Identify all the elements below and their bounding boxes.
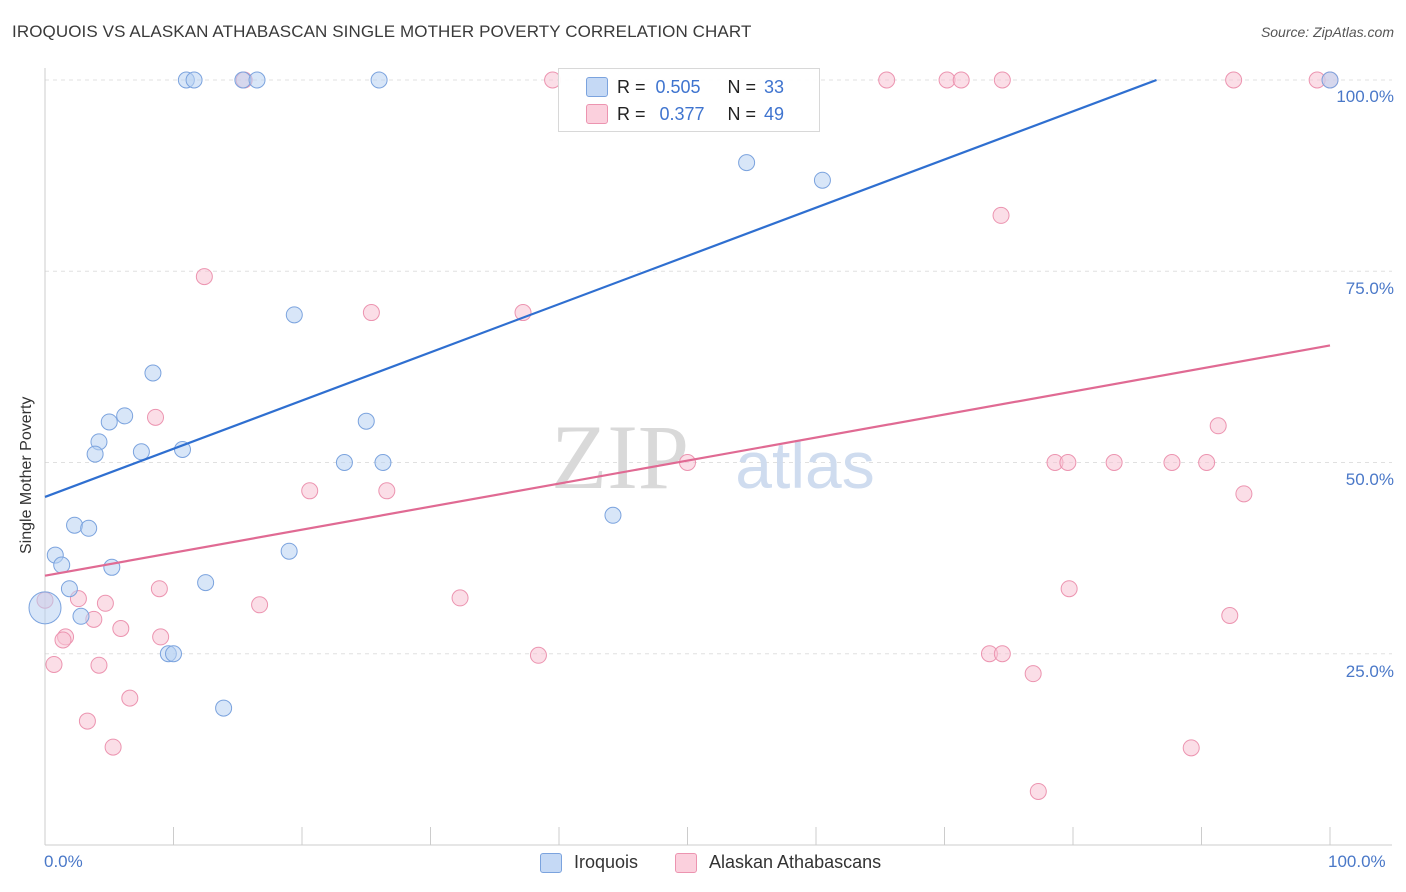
athabascan-point	[104, 738, 122, 756]
athabascan-point	[195, 268, 213, 286]
athabascan-point	[121, 689, 139, 707]
bottom-legend-iroquois: Iroquois	[540, 852, 638, 873]
athabascan-point	[152, 628, 170, 646]
athabascan-point	[1198, 454, 1216, 471]
legend-swatch-athabascan	[586, 104, 608, 124]
iroquois-point	[72, 607, 90, 625]
iroquois-point	[86, 445, 104, 463]
iroquois-point	[197, 574, 215, 592]
athabascan-point	[147, 408, 165, 426]
iroquois-point	[100, 413, 118, 431]
athabascan-point	[451, 589, 469, 607]
iroquois-point	[280, 542, 298, 560]
legend-r-athabascan: 0.377	[659, 103, 705, 124]
iroquois-point	[1321, 71, 1339, 89]
legend-n-label: N =	[727, 76, 757, 97]
bottom-swatch-athabascan	[675, 852, 697, 873]
athabascan-point	[1105, 454, 1123, 471]
athabascan-point	[362, 304, 380, 322]
y-tick-25: 25.0%	[1345, 662, 1394, 681]
iroquois-point	[604, 506, 622, 524]
iroquois-point	[144, 364, 162, 382]
athabascan-point	[1163, 454, 1181, 471]
athabascan-point	[993, 645, 1011, 663]
iroquois-point	[248, 71, 266, 89]
iroquois-point	[80, 519, 98, 537]
athabascan-point	[1024, 665, 1042, 683]
athabascan-point	[1221, 607, 1239, 624]
iroquois-point	[357, 412, 375, 430]
athabascan-trend-line	[44, 344, 1331, 577]
iroquois-point	[813, 171, 831, 189]
athabascan-point	[878, 71, 896, 89]
bottom-legend-athabascan: Alaskan Athabascans	[675, 852, 881, 873]
athabascan-point	[938, 71, 956, 89]
legend-r-label: R =	[617, 76, 646, 97]
iroquois-point	[374, 454, 392, 471]
athabascan-point	[301, 482, 319, 500]
athabascan-point	[1059, 454, 1077, 471]
athabascan-point	[1182, 739, 1200, 757]
athabascan-points	[36, 71, 1339, 800]
athabascan-point	[1209, 417, 1227, 435]
bottom-swatch-iroquois	[540, 852, 562, 873]
legend-row-iroquois: R = 0.505 N = 33	[617, 75, 784, 99]
grid-layer	[44, 68, 1392, 846]
y-tick-100: 100.0%	[1336, 87, 1394, 106]
y-axis-label: Single Mother Poverty	[18, 396, 35, 554]
athabascan-point	[54, 631, 72, 649]
legend-r-iroquois: 0.505	[655, 76, 701, 97]
athabascan-point	[251, 596, 269, 614]
iroquois-point	[116, 407, 134, 425]
athabascan-point	[1225, 71, 1243, 89]
legend-swatch-iroquois	[586, 77, 608, 97]
athabascan-point	[112, 620, 130, 638]
chart-title: IROQUOIS VS ALASKAN ATHABASCAN SINGLE MO…	[12, 22, 752, 41]
legend-n-iroquois: 33	[764, 76, 785, 97]
legend-row-athabascan: R = 0.377 N = 49	[617, 102, 784, 126]
athabascan-point	[90, 656, 108, 674]
trend-lines	[44, 78, 1331, 577]
athabascan-point	[45, 655, 63, 673]
iroquois-point	[165, 645, 182, 663]
iroquois-point	[738, 154, 756, 172]
iroquois-point	[370, 71, 388, 89]
athabascan-point	[952, 71, 970, 89]
iroquois-point	[234, 71, 252, 89]
iroquois-point	[185, 71, 203, 89]
watermark-zip: ZIP	[551, 406, 689, 508]
athabascan-point	[992, 206, 1010, 224]
athabascan-point	[993, 71, 1011, 89]
iroquois-point	[28, 591, 62, 625]
legend-n-athabascan: 49	[764, 103, 785, 124]
iroquois-point	[285, 306, 303, 324]
legend-n-label: N =	[727, 103, 757, 124]
athabascan-point	[150, 580, 168, 598]
y-tick-50: 50.0%	[1345, 470, 1394, 489]
bottom-label-athabascan: Alaskan Athabascans	[709, 852, 882, 872]
athabascan-point	[1060, 580, 1078, 598]
iroquois-points	[28, 71, 1339, 717]
bottom-label-iroquois: Iroquois	[574, 852, 639, 872]
iroquois-trend-line	[44, 78, 1157, 498]
athabascan-point	[1029, 782, 1047, 800]
athabascan-point	[78, 712, 96, 730]
y-tick-75: 75.0%	[1345, 279, 1394, 298]
x-tick-max: 100.0%	[1328, 852, 1386, 871]
athabascan-point	[529, 646, 547, 664]
iroquois-point	[335, 454, 353, 471]
iroquois-point	[215, 699, 233, 717]
iroquois-point	[132, 443, 150, 461]
x-tick-min: 0.0%	[44, 852, 83, 871]
source-label: Source: ZipAtlas.com	[1260, 24, 1394, 40]
stats-legend: R = 0.505 N = 33 R = 0.377 N = 49	[558, 68, 820, 132]
legend-r-label: R =	[617, 103, 646, 124]
athabascan-point	[1235, 485, 1253, 503]
athabascan-point	[96, 594, 114, 612]
iroquois-point	[60, 580, 78, 598]
athabascan-point	[378, 482, 396, 500]
iroquois-point	[66, 516, 84, 534]
